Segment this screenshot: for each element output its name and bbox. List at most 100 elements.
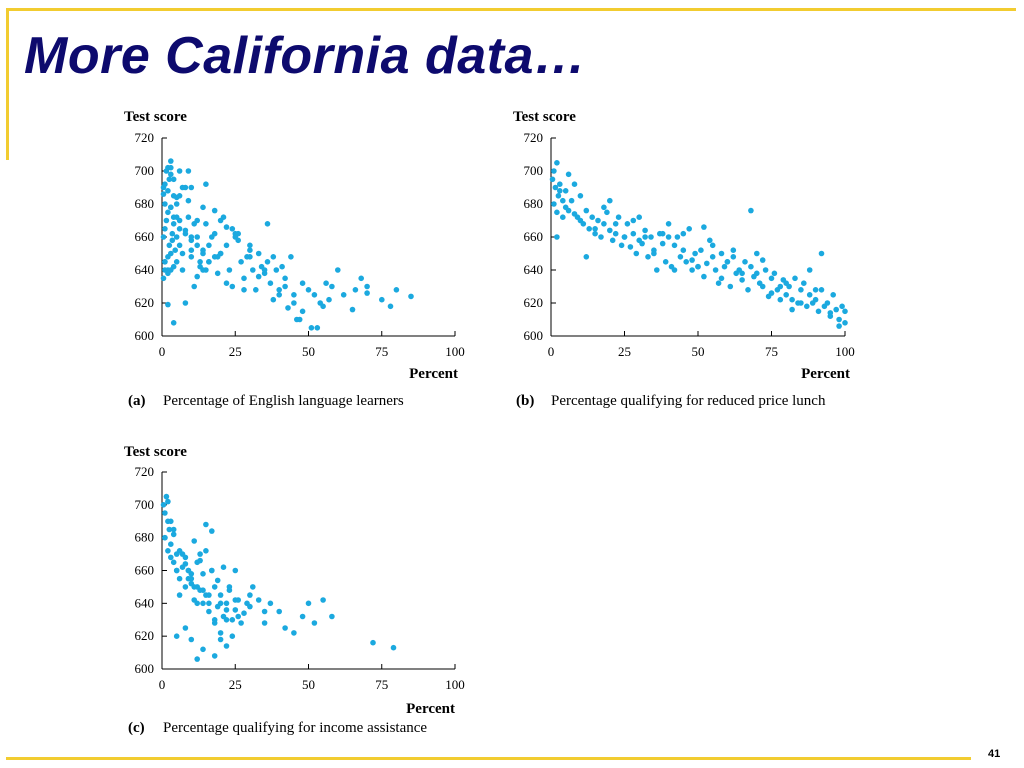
data-point-a <box>194 217 200 224</box>
data-point-c <box>185 575 192 582</box>
data-point-c <box>370 639 376 646</box>
data-point-a <box>203 181 209 187</box>
data-point-b <box>636 214 642 220</box>
data-point-b <box>745 287 751 293</box>
data-point-b <box>562 188 569 194</box>
data-point-a <box>299 308 306 315</box>
data-point-b <box>730 253 737 260</box>
data-point-a <box>162 259 168 265</box>
data-point-b <box>683 259 689 265</box>
data-point-b <box>577 193 584 199</box>
data-point-b <box>783 292 789 298</box>
data-point-a <box>179 267 186 273</box>
data-point-a <box>305 287 312 293</box>
data-point-b <box>754 250 760 257</box>
data-point-b <box>789 306 795 313</box>
y-tick-label-b: 660 <box>524 229 544 244</box>
data-point-c <box>170 559 177 566</box>
data-point-c <box>232 607 239 613</box>
data-point-a <box>329 283 335 290</box>
data-point-a <box>379 296 385 303</box>
data-point-c <box>188 571 195 577</box>
data-point-b <box>671 242 678 249</box>
data-point-b <box>615 214 622 220</box>
data-point-a <box>168 204 174 211</box>
x-tick-label-a: 75 <box>375 344 388 359</box>
y-axis-label-c: Test score <box>124 444 187 460</box>
data-point-b <box>833 306 839 313</box>
data-point-a <box>270 253 277 260</box>
data-point-a <box>223 224 230 230</box>
y-tick-label-a: 720 <box>135 130 155 145</box>
data-point-c <box>229 633 236 639</box>
data-point-c <box>194 656 200 662</box>
data-point-b <box>689 257 695 263</box>
data-point-b <box>777 283 784 290</box>
data-point-c <box>282 625 288 631</box>
y-tick-label-c: 620 <box>135 628 155 643</box>
data-point-a <box>364 290 370 296</box>
data-point-b <box>824 300 831 306</box>
data-point-a <box>340 292 347 298</box>
data-point-b <box>555 193 562 199</box>
x-tick-label-a: 25 <box>229 344 242 359</box>
data-point-b <box>589 214 595 220</box>
y-tick-label-c: 660 <box>135 563 155 578</box>
data-point-b <box>607 227 613 234</box>
data-point-b <box>721 263 728 270</box>
data-point-a <box>172 247 178 253</box>
data-point-c <box>261 620 268 626</box>
data-point-c <box>241 610 247 616</box>
data-point-c <box>235 613 241 620</box>
data-point-a <box>168 164 174 171</box>
y-tick-label-b: 720 <box>524 130 544 145</box>
data-point-b <box>554 234 560 240</box>
data-point-c <box>232 567 239 574</box>
data-point-c <box>211 617 218 623</box>
data-point-c <box>206 600 212 607</box>
data-point-c <box>223 617 230 623</box>
data-point-a <box>188 234 195 240</box>
data-point-a <box>296 316 303 323</box>
data-point-a <box>206 242 212 249</box>
data-point-c <box>223 600 230 607</box>
data-point-c <box>299 613 306 620</box>
data-point-c <box>173 633 180 639</box>
data-point-a <box>291 300 297 306</box>
data-point-b <box>659 230 666 237</box>
data-point-b <box>609 237 616 244</box>
data-point-b <box>742 259 748 265</box>
data-point-a <box>250 267 256 273</box>
data-point-c <box>206 592 212 598</box>
data-point-a <box>206 259 212 265</box>
data-point-b <box>586 226 592 232</box>
data-point-a <box>162 181 168 187</box>
x-tick-label-c: 75 <box>375 677 388 692</box>
data-point-b <box>768 290 775 296</box>
data-point-a <box>160 191 167 197</box>
caption-letter-a: (a) <box>128 393 146 409</box>
y-tick-label-c: 640 <box>135 595 155 610</box>
data-point-a <box>279 263 285 270</box>
data-point-c <box>217 630 224 636</box>
data-point-b <box>560 197 566 204</box>
data-point-b <box>565 171 572 178</box>
data-point-b <box>648 234 654 240</box>
data-point-c <box>223 607 230 613</box>
data-point-b <box>815 308 822 315</box>
data-point-a <box>173 201 180 207</box>
data-point-c <box>267 600 274 607</box>
data-point-b <box>768 275 775 282</box>
data-point-b <box>839 303 845 310</box>
data-point-a <box>282 275 288 282</box>
data-point-c <box>182 625 189 631</box>
data-point-b <box>798 300 804 306</box>
data-point-c <box>255 597 262 603</box>
data-point-b <box>739 277 745 283</box>
data-point-b <box>601 221 607 227</box>
data-point-a <box>267 280 274 287</box>
data-point-c <box>166 526 173 533</box>
data-point-b <box>598 234 604 240</box>
data-point-b <box>592 226 598 232</box>
data-point-a <box>173 259 180 265</box>
